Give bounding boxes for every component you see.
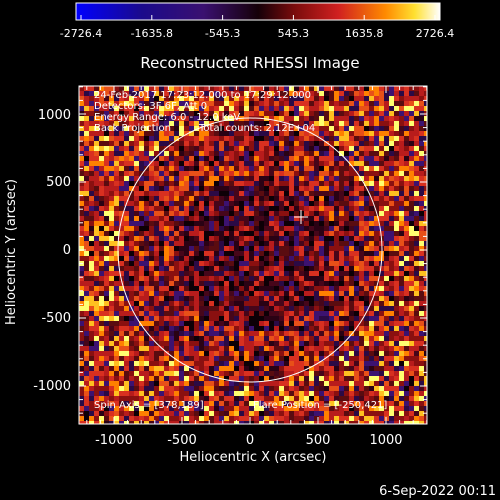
colorbar-tick-label: -545.3 (205, 27, 240, 40)
y-tick-label: 0 (63, 243, 71, 258)
x-tick-label: 0 (246, 433, 254, 448)
y-tick-label: -500 (41, 311, 71, 326)
plot-frame (78, 85, 428, 425)
method-label: Back Projection (94, 123, 171, 134)
colorbar-tick-label: 1635.8 (345, 27, 384, 40)
axis-ticks (79, 86, 428, 424)
flare-position-marker (294, 210, 308, 224)
colorbar (75, 2, 441, 21)
energy-range-label: Energy Range: 6.0 - 12.0 keV (94, 112, 240, 123)
image-pixels (79, 86, 427, 424)
y-tick-label: 1000 (38, 108, 71, 123)
colorbar-tick-label: 2726.4 (416, 27, 455, 40)
x-tick-label: -500 (167, 433, 197, 448)
x-tick-label: -1000 (95, 433, 133, 448)
y-tick-label: 500 (46, 175, 71, 190)
detectors-label: Detectors: 3F 6F, Att 0 (94, 101, 207, 112)
y-tick-label: -1000 (33, 379, 71, 394)
colorbar-tick-label: -1635.8 (131, 27, 173, 40)
colorbar-tick-label: 545.3 (278, 27, 310, 40)
footer-timestamp: 6-Sep-2022 00:11 (379, 484, 496, 499)
solar-limb-circle (117, 117, 383, 383)
colorbar-tick-label: -2726.4 (60, 27, 102, 40)
flare-position-label: Flare Position = [-250,421] (253, 400, 387, 411)
y-axis-title: Heliocentric Y (arcsec) (4, 179, 19, 325)
time-range-label: 24-Feb-2017 17:23:12.000 to 17:29:12.000 (94, 90, 311, 101)
total-counts-label: Total counts: 2.12E+04 (198, 123, 315, 134)
colorbar-labels: -2726.4 -1635.8 -545.3 545.3 1635.8 2726.4 (60, 27, 454, 40)
colorbar-ticks (80, 15, 436, 20)
x-tick-label: 1000 (369, 433, 402, 448)
x-tick-label: 500 (306, 433, 331, 448)
x-axis-title: Heliocentric X (arcsec) (180, 450, 327, 465)
spin-axis-label: Spin Axis = [378,189] (94, 400, 204, 411)
annotations: 24-Feb-2017 17:23:12.000 to 17:29:12.000… (94, 90, 387, 411)
plot-title: Reconstructed RHESSI Image (140, 54, 359, 72)
